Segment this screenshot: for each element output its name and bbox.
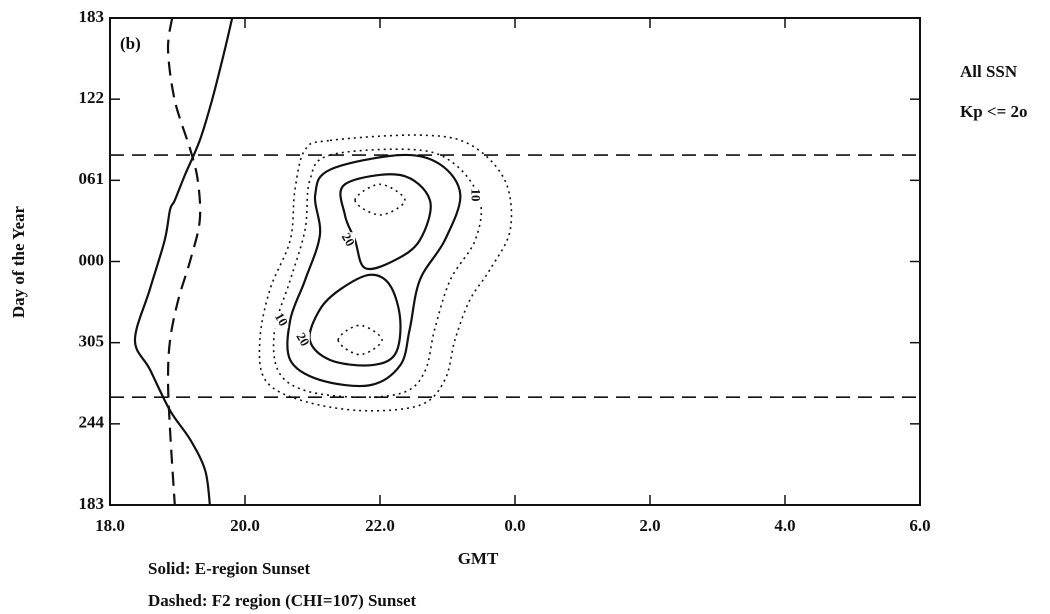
x-tick-label: 22.0 bbox=[365, 516, 395, 535]
contour-line bbox=[272, 148, 483, 399]
panel-label: (b) bbox=[120, 34, 141, 53]
y-axis-label: Day of the Year bbox=[9, 205, 28, 318]
contour-label: 20 bbox=[339, 230, 358, 249]
y-tick-label: 183 bbox=[79, 7, 105, 26]
contour-label-bg bbox=[339, 232, 356, 249]
y-tick-label: 244 bbox=[79, 413, 105, 432]
contour-label: 10 bbox=[468, 188, 483, 201]
annotation: All SSN bbox=[960, 62, 1018, 81]
plot-frame bbox=[109, 17, 921, 506]
y-tick-label: 305 bbox=[79, 332, 105, 351]
contour-line bbox=[339, 173, 432, 271]
contour-label-bg bbox=[272, 312, 289, 329]
y-tick-label: 183 bbox=[79, 494, 105, 513]
contour-line bbox=[337, 324, 383, 356]
x-tick-label: 4.0 bbox=[774, 516, 795, 535]
annotation: Kp <= 2o bbox=[960, 102, 1028, 121]
x-tick-label: 20.0 bbox=[230, 516, 260, 535]
contour-line bbox=[308, 273, 402, 367]
y-tick-label: 000 bbox=[79, 250, 105, 269]
note: Dashed: F2 region (CHI=107) Sunset bbox=[148, 591, 417, 610]
x-axis-label: GMT bbox=[458, 549, 499, 568]
contour-label: 20 bbox=[293, 330, 312, 349]
sunset-line bbox=[166, 17, 202, 506]
contour-line bbox=[258, 134, 513, 412]
contour-label-bg bbox=[293, 332, 310, 349]
x-tick-label: 18.0 bbox=[95, 516, 125, 535]
contour-line bbox=[354, 183, 406, 216]
x-tick-label: 6.0 bbox=[909, 516, 930, 535]
contour-label-bg bbox=[466, 186, 483, 203]
contour-line bbox=[286, 153, 462, 388]
contour-label: 10 bbox=[272, 310, 291, 329]
sunset-line bbox=[133, 17, 234, 506]
x-tick-label: 2.0 bbox=[639, 516, 660, 535]
note: Solid: E-region Sunset bbox=[148, 559, 311, 578]
x-tick-label: 0.0 bbox=[504, 516, 525, 535]
y-tick-label: 122 bbox=[79, 88, 105, 107]
y-tick-label: 061 bbox=[79, 169, 105, 188]
